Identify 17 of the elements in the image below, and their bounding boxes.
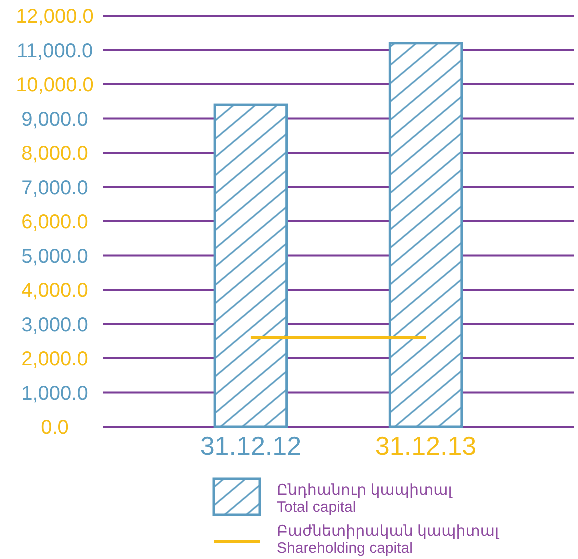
y-tick-label: 6,000.0 (22, 212, 88, 234)
y-tick-label: 4,000.0 (22, 280, 88, 302)
y-tick-label: 3,000.0 (22, 314, 88, 336)
y-tick-label: 12,000.0 (16, 6, 94, 28)
y-tick-label: 5,000.0 (22, 246, 88, 268)
legend-label: Ընդհանուր կապիտալ Total capital (277, 482, 454, 516)
y-tick-label: 2,000.0 (22, 348, 88, 370)
y-tick-label: 0.0 (41, 417, 69, 439)
legend-label: Բաժնետիրական կապիտալ Shareholding capital (277, 523, 500, 557)
y-tick-label: 10,000.0 (16, 74, 94, 96)
y-tick-label: 7,000.0 (22, 177, 88, 200)
y-tick-label: 1,000.0 (22, 382, 88, 405)
y-tick-label: 11,000.0 (16, 40, 94, 62)
y-tick-label: 9,000.0 (22, 108, 88, 131)
x-tick-label: 31.12.12 (200, 431, 302, 461)
y-tick-label: 8,000.0 (22, 143, 88, 165)
x-tick-label: 31.12.13 (375, 431, 477, 461)
